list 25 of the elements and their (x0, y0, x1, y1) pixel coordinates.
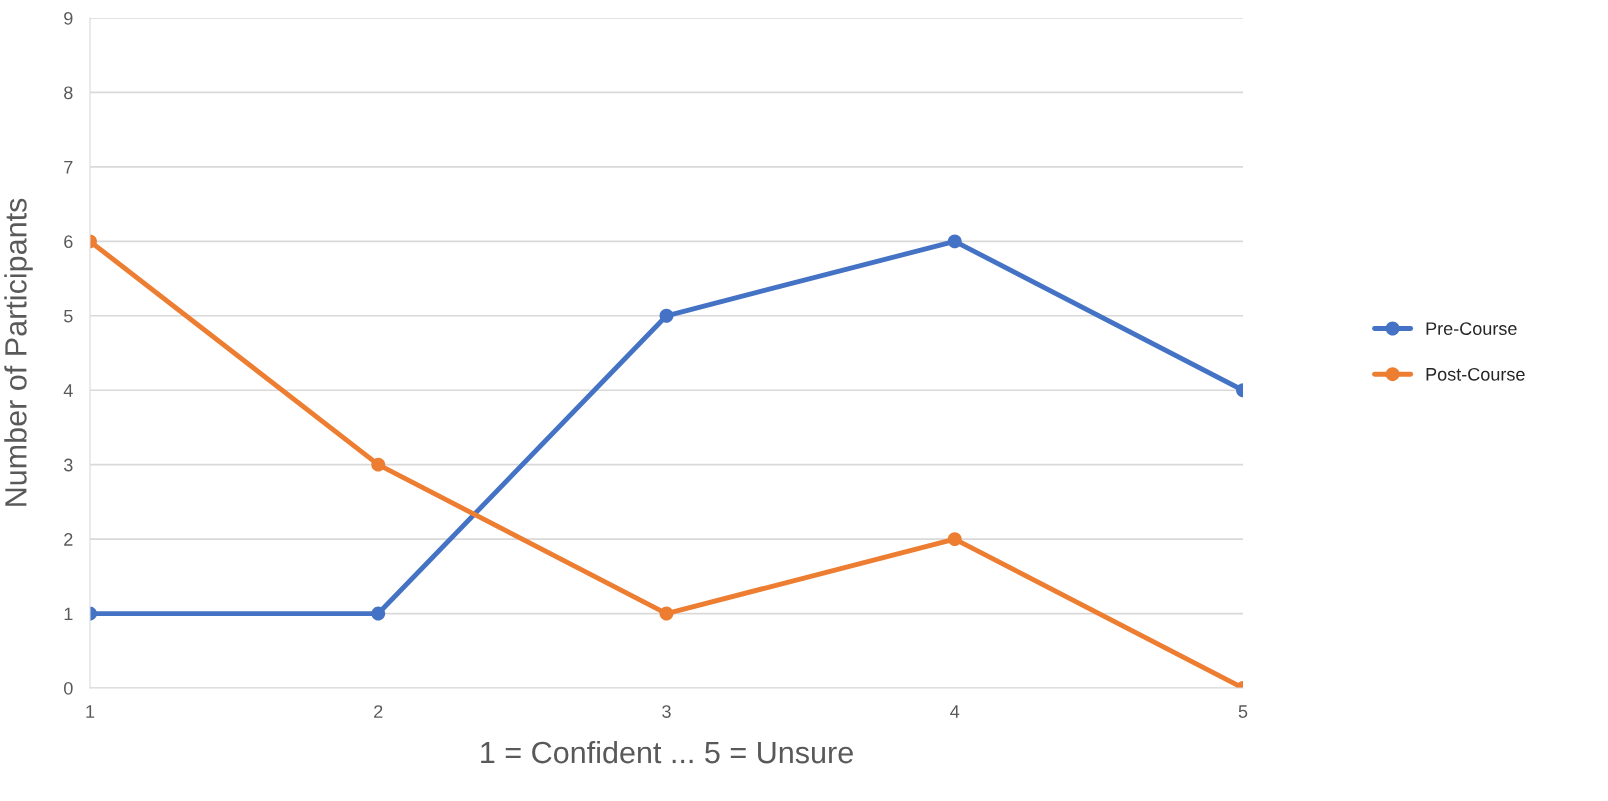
y-tick-label: 6 (64, 235, 73, 249)
y-tick-label: 9 (64, 11, 73, 25)
point (947, 532, 962, 547)
x-tick-label: 4 (950, 705, 960, 718)
y-tick-label: 8 (64, 86, 73, 100)
y-tick-label: 3 (63, 458, 73, 472)
y-tick-label: 7 (64, 161, 73, 174)
x-tick-label: 1 (86, 705, 95, 718)
point (371, 457, 386, 472)
y-axis-title: Number of Participants (4, 198, 33, 506)
x-axis-title: 1 = Confident ... 5 = Unsure (481, 740, 853, 764)
point (659, 606, 674, 621)
y-tick-label: 4 (63, 384, 73, 397)
point (371, 606, 386, 621)
y-tick-label: 0 (64, 681, 73, 695)
legend-label: Pre-Course (1426, 322, 1517, 335)
legend-label: Post-Course (1426, 367, 1525, 381)
x-tick-label: 2 (374, 705, 383, 718)
y-tick-label: 1 (64, 607, 73, 621)
y-tick-label: 2 (64, 533, 73, 546)
point (659, 308, 674, 323)
point (947, 234, 962, 249)
y-tick-label: 5 (64, 309, 73, 323)
x-tick-label: 3 (662, 705, 671, 718)
x-tick-label: 5 (1238, 705, 1248, 718)
